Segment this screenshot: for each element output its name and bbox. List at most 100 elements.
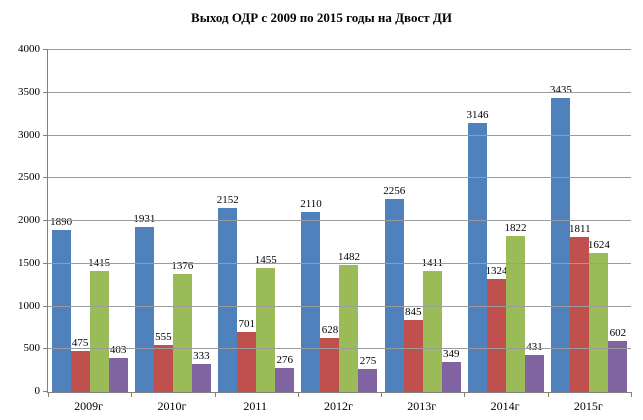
bar-series-blue: 3146 (467, 109, 489, 392)
bar-series-purple: 349 (441, 348, 461, 392)
bar-value-label: 1822 (504, 222, 527, 235)
bar-group: 2256 845 1411 349 (381, 50, 464, 392)
bar-value-label: 349 (443, 348, 460, 361)
bar-group: 1931 555 1376 333 (131, 50, 214, 392)
y-axis-tick (43, 305, 48, 307)
bar-group: 1890 475 1415 403 (48, 50, 131, 392)
y-axis-label: 0 (34, 385, 41, 397)
x-axis-label: 2013г (407, 399, 437, 413)
x-axis-label: 2015г (573, 399, 603, 413)
bar-series-red: 1811 (569, 223, 591, 392)
bar-series-blue: 2256 (383, 185, 405, 392)
bar-series-blue: 1931 (133, 213, 155, 392)
y-axis-tick (43, 49, 48, 50)
bar-value-label: 403 (109, 343, 127, 356)
y-axis-tick (43, 220, 48, 221)
bar-value-label: 431 (526, 341, 543, 354)
gridline (48, 262, 631, 264)
bar-series-red: 701 (237, 318, 257, 392)
y-axis-tick (43, 91, 48, 93)
y-axis-label: 1500 (18, 256, 40, 269)
bar-value-label: 1624 (587, 239, 610, 252)
y-axis-tick (43, 134, 48, 136)
y-axis-tick (43, 391, 48, 392)
bar-series-green: 1624 (588, 239, 610, 392)
bar-value-label: 3435 (549, 84, 572, 97)
gridline (48, 49, 631, 50)
x-axis-tick (297, 392, 299, 397)
bar-value-label: 628 (321, 324, 339, 337)
x-axis-label: 2010г (157, 399, 187, 413)
bar-group: 2110 628 1482 275 (298, 50, 381, 392)
x-axis-tick (48, 392, 49, 397)
bar-series-purple: 431 (525, 341, 545, 392)
bar-series-purple: 276 (275, 354, 295, 392)
bar-series-red: 555 (153, 331, 173, 392)
bar-value-label: 602 (609, 326, 627, 339)
bar-series-green: 1411 (421, 257, 443, 392)
bar-value-label: 475 (71, 337, 89, 350)
x-axis-label: 2012г (324, 399, 353, 413)
y-axis-label: 500 (23, 342, 41, 355)
gridline (48, 177, 631, 179)
bar-series-red: 628 (320, 324, 340, 392)
bar-series-green: 1415 (88, 257, 110, 392)
y-axis-label: 4000 (18, 43, 40, 55)
bar-series-purple: 333 (191, 350, 211, 392)
y-axis: 0 500 1000 1500 2000 2500 3000 3500 4000 (0, 43, 41, 397)
bar-series-purple: 602 (608, 327, 628, 392)
bar-series-red: 475 (70, 337, 90, 392)
gridline (48, 348, 631, 350)
y-axis-label: 3000 (18, 128, 40, 141)
bar-value-label: 1890 (50, 216, 73, 229)
y-axis-tick (43, 348, 48, 350)
bar-value-label: 333 (193, 349, 210, 362)
bar-value-label: 2110 (300, 197, 322, 210)
bar-value-label: 2152 (216, 194, 239, 207)
bar-value-label: 1411 (421, 257, 444, 270)
bar-groups: 1890 475 1415 403 1931 555 1376 333 2152 701 1455 2… (48, 50, 631, 392)
x-axis-label: 2011 (243, 399, 267, 413)
y-axis-label: 2500 (18, 171, 40, 184)
x-axis-tick (131, 392, 133, 397)
y-axis-label: 2000 (18, 214, 40, 226)
bar-series-red: 1324 (486, 265, 508, 392)
bar-series-green: 1455 (255, 254, 277, 392)
bar-series-red: 845 (403, 306, 423, 392)
bar-value-label: 2256 (383, 185, 406, 198)
plot-area: 1890 475 1415 403 1931 555 1376 333 2152 701 1455 2… (43, 49, 632, 397)
bar-value-label: 701 (238, 318, 255, 331)
bar-value-label: 1811 (569, 223, 591, 236)
bar-group: 2152 701 1455 276 (215, 50, 298, 392)
y-axis-label: 1000 (18, 299, 40, 312)
bar-value-label: 1455 (254, 253, 277, 266)
bar-value-label: 845 (405, 305, 422, 318)
gridline (48, 134, 631, 136)
chart-title: Выход ОДР с 2009 по 2015 годы на Двост Д… (191, 10, 452, 25)
bar-series-blue: 3435 (550, 84, 572, 392)
bar-series-green: 1482 (338, 251, 360, 392)
x-axis: 2009г 2010г 2011 2012г 2013г 2014г 2015г (47, 399, 630, 414)
gridline (48, 220, 631, 221)
x-axis-tick (464, 392, 466, 397)
bar-series-blue: 1890 (50, 216, 72, 392)
bar-group: 3435 1811 1624 602 (548, 50, 631, 392)
bar-series-green: 1822 (505, 222, 527, 392)
gridline (48, 91, 631, 93)
bar-series-purple: 275 (358, 355, 378, 392)
bar-value-label: 3146 (466, 109, 489, 122)
y-axis-label: 3500 (18, 85, 40, 98)
x-axis-label: 2009г (74, 399, 104, 413)
bar-series-green: 1376 (171, 260, 193, 392)
bar-value-label: 555 (155, 330, 172, 343)
bar-value-label: 1482 (337, 251, 360, 264)
x-axis-tick (381, 392, 383, 397)
bar-series-blue: 2152 (217, 194, 239, 392)
bar-value-label: 276 (276, 354, 293, 367)
bar-series-blue: 2110 (300, 198, 322, 392)
bar-value-label: 1931 (133, 212, 156, 225)
y-axis-tick (43, 177, 48, 179)
y-axis-tick (43, 262, 48, 264)
gridline (48, 305, 631, 307)
